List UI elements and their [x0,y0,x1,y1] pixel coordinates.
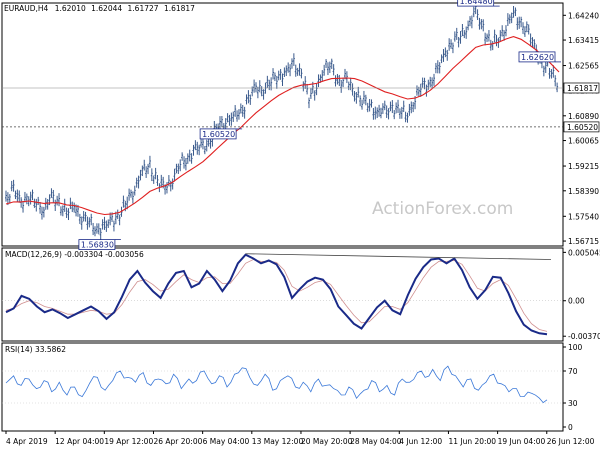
macd-panel: MACD(12,26,9) -0.003304 -0.003056 0.00504… [2,248,600,341]
price-tick-label: 1.60065 [568,137,599,146]
price-tick-label: 1.59215 [568,162,599,171]
moving-average-line [5,36,560,216]
price-annotation: 1.56830 [78,239,121,251]
time-tick-label: 6 May 04:00 [203,437,250,446]
macd-line [5,253,548,336]
price-tick-label: 1.64240 [568,11,599,20]
macd-tick-label: -0.003701 [568,332,600,341]
time-tick-label: 12 Apr 04:00 [55,437,104,446]
price-tick-label: 1.58390 [568,187,599,196]
time-tick-label: 11 Jun 20:00 [448,437,496,446]
price-tick-label: 1.63415 [568,36,599,45]
price-panel-frame [1,2,564,247]
current-price-box: 1.61817 [563,82,600,94]
svg-text:1.61817: 1.61817 [567,84,598,93]
time-tick-label: 26 Jun 12:00 [547,437,595,446]
price-annotation: 1.64480 [457,0,500,7]
rsi-tick-label: 30 [568,399,578,408]
rsi-tick-label: 70 [568,367,578,376]
symbol-label: EURAUD,H4 1.62010 1.62044 1.61727 1.6181… [4,4,195,13]
rsi-panel-frame [1,342,564,432]
svg-text:1.60520: 1.60520 [202,130,235,139]
time-tick-label: 4 Jun 12:00 [399,437,442,446]
rsi-panel: RSI(14) 33.5862 100 70 30 0 [2,343,583,432]
time-tick-label: 20 May 20:00 [301,437,353,446]
svg-text:1.56830: 1.56830 [81,241,114,250]
rsi-tick-label: 0 [568,423,573,432]
price-tick-label: 1.56715 [568,237,599,246]
price-tick-label: 1.62565 [568,62,599,71]
svg-text:1.62620: 1.62620 [521,53,554,62]
macd-title: MACD(12,26,9) -0.003304 -0.003056 [5,250,144,259]
price-tick-label: 1.57540 [568,212,599,221]
price-panel: 1.642401.634151.625651.617401.608901.600… [2,0,600,251]
rsi-tick-label: 100 [568,343,583,352]
svg-text:1.64480: 1.64480 [460,0,493,6]
macd-tick-label: 0.00 [568,297,585,306]
macd-panel-frame [1,247,564,342]
time-tick-label: 26 Apr 20:00 [153,437,202,446]
macd-divergence-line [245,253,552,260]
time-tick-label: 19 Apr 12:00 [104,437,153,446]
svg-text:1.60520: 1.60520 [567,123,598,132]
time-tick-label: 19 Jun 04:00 [498,437,546,446]
rsi-title: RSI(14) 33.5862 [5,345,66,354]
time-axis: 4 Apr 2019 12 Apr 04:00 19 Apr 12:00 26 Apr… [5,431,595,446]
support-price-box: 1.60520 [563,121,600,133]
time-tick-label: 13 May 12:00 [252,437,304,446]
price-tick-label: 1.60890 [568,112,599,121]
rsi-line [5,365,548,404]
macd-tick-label: 0.005045 [568,248,600,257]
time-tick-label: 28 May 04:00 [350,437,402,446]
price-annotation: 1.60520 [199,128,243,140]
price-annotation: 1.62620 [518,51,561,63]
macd-signal-line [5,259,548,332]
time-tick-label: 4 Apr 2019 [6,437,48,446]
watermark: ActionForex.com [372,199,513,219]
